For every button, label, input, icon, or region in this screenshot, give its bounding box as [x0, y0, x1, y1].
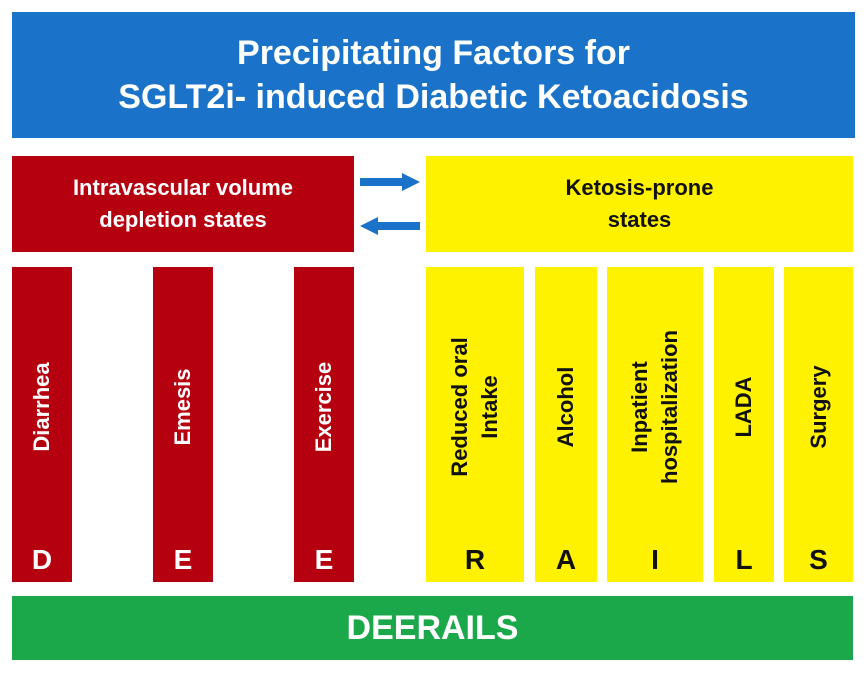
factor-letter-e2: E [314, 544, 334, 575]
factor-letter-d: D [31, 544, 53, 575]
right-arrow-icon [360, 173, 420, 191]
factor-column-exercise: Exercise E [294, 267, 354, 582]
left-arrow-icon [360, 217, 420, 235]
factor-label-hospitalization: hospitalization [657, 330, 682, 484]
factor-label-diarrhea: Diarrhea [29, 362, 54, 452]
factor-column-alcohol: Alcohol A [535, 267, 597, 582]
factor-label-inpatient: Inpatient [627, 361, 652, 453]
factor-column-surgery: Surgery S [784, 267, 853, 582]
volume-depletion-header-line-1: Intravascular volume [72, 175, 294, 200]
factor-column-diarrhea: Diarrhea D [12, 267, 72, 582]
title-line-1: Precipitating Factors for [237, 34, 630, 72]
factor-letter-a: A [555, 544, 577, 575]
factor-label-intake: Intake [477, 375, 502, 439]
factor-letter-i: I [651, 544, 659, 575]
factor-label-inpatient-hospitalization: Inpatient hospitalization [625, 330, 685, 484]
factor-label-reduced-oral: Reduced oral [447, 337, 472, 477]
factor-letter-l: L [735, 544, 753, 575]
factor-label-emesis: Emesis [170, 368, 195, 446]
factor-label-reduced-oral-intake: Reduced oral Intake [445, 337, 505, 476]
factor-column-reduced-oral-intake: Reduced oral Intake R [426, 267, 524, 582]
factor-label-exercise: Exercise [311, 361, 336, 453]
volume-depletion-header: Intravascular volume depletion states [12, 156, 354, 252]
factor-letter-e1: E [173, 544, 193, 575]
factor-column-lada: LADA L [714, 267, 774, 582]
factor-letter-s: S [809, 544, 828, 575]
ketosis-prone-header: Ketosis-prone states [426, 156, 853, 252]
factor-column-emesis: Emesis E [153, 267, 213, 582]
diagram-title: Precipitating Factors for SGLT2i- induce… [12, 12, 855, 138]
ketosis-prone-header-line-1: Ketosis-prone [565, 175, 714, 200]
factor-column-inpatient-hospitalization: Inpatient hospitalization I [607, 267, 703, 582]
title-line-2: SGLT2i- induced Diabetic Ketoacidosis [118, 78, 749, 116]
factor-label-lada: LADA [731, 376, 756, 438]
ketosis-prone-header-line-2: states [607, 207, 672, 232]
mnemonic-footer: DEERAILS [12, 596, 853, 660]
volume-depletion-header-line-2: depletion states [99, 207, 267, 232]
factor-label-alcohol: Alcohol [553, 366, 578, 448]
factor-label-surgery: Surgery [805, 365, 831, 449]
factor-letter-r: R [464, 544, 486, 575]
